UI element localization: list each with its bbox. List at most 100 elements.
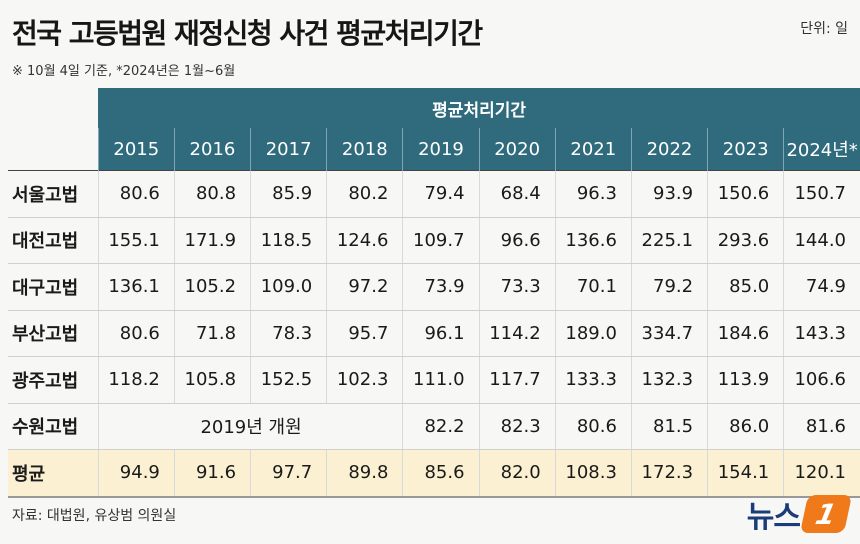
processing-time-table: 평균처리기간 2015 2016 2017 2018 2019 2020 2021 2022 2… xyxy=(8,88,860,498)
value-cell: 143.3 xyxy=(783,310,860,357)
value-cell: 80.6 xyxy=(554,403,632,450)
value-cell: 105.2 xyxy=(173,263,251,311)
value-cell: 91.6 xyxy=(173,449,251,498)
value-cell: 124.6 xyxy=(326,217,403,264)
year-header: 2015 xyxy=(97,128,175,171)
court-name: 대구고법 xyxy=(8,263,99,311)
value-cell: 106.6 xyxy=(783,356,860,404)
year-header: 2024년* xyxy=(783,128,860,171)
value-cell: 109.7 xyxy=(402,217,480,264)
year-header: 2018 xyxy=(326,128,403,171)
value-cell: 73.9 xyxy=(402,263,480,311)
footnote: ※ 10월 4일 기준, *2024년은 1월~6월 xyxy=(12,64,236,79)
value-cell: 82.3 xyxy=(478,403,556,450)
header-blank xyxy=(8,128,98,171)
court-name: 서울고법 xyxy=(8,170,99,218)
value-cell: 154.1 xyxy=(707,449,784,498)
value-cell: 81.6 xyxy=(783,403,860,450)
value-cell: 95.7 xyxy=(326,310,403,357)
source-note: 자료: 대법원, 유상범 의원실 xyxy=(12,508,177,524)
value-cell: 136.1 xyxy=(97,263,175,311)
value-cell: 78.3 xyxy=(250,310,327,357)
court-name: 대전고법 xyxy=(8,217,99,264)
year-header: 2019 xyxy=(402,128,480,171)
merged-note-cell: 2019년 개원 xyxy=(97,403,403,450)
value-cell: 80.6 xyxy=(97,310,175,357)
year-header: 2021 xyxy=(554,128,632,171)
value-cell: 150.6 xyxy=(707,170,784,218)
unit-label: 단위: 일 xyxy=(800,21,848,37)
value-cell: 225.1 xyxy=(630,217,708,264)
value-cell: 334.7 xyxy=(630,310,708,357)
value-cell: 111.0 xyxy=(402,356,480,404)
value-cell: 80.6 xyxy=(97,170,175,218)
value-cell: 133.3 xyxy=(554,356,632,404)
group-header: 평균처리기간 xyxy=(98,88,860,128)
value-cell: 68.4 xyxy=(478,170,556,218)
value-cell: 85.0 xyxy=(707,263,784,311)
value-cell: 152.5 xyxy=(250,356,327,404)
value-cell: 189.0 xyxy=(554,310,632,357)
court-name: 평균 xyxy=(8,449,99,498)
value-cell: 93.9 xyxy=(630,170,708,218)
value-cell: 80.8 xyxy=(173,170,251,218)
value-cell: 293.6 xyxy=(707,217,784,264)
table-row: 서울고법 80.6 80.8 85.9 80.2 79.4 68.4 96.3 93.9 150.… xyxy=(8,170,860,218)
value-cell: 96.6 xyxy=(478,217,556,264)
value-cell: 136.6 xyxy=(554,217,632,264)
value-cell: 120.1 xyxy=(783,449,860,498)
value-cell: 79.2 xyxy=(630,263,708,311)
value-cell: 85.9 xyxy=(250,170,327,218)
value-cell: 171.9 xyxy=(173,217,251,264)
value-cell: 71.8 xyxy=(173,310,251,357)
table-row: 광주고법 118.2 105.8 152.5 102.3 111.0 117.7 133.3 1… xyxy=(8,356,860,404)
value-cell: 82.0 xyxy=(478,449,556,498)
year-header: 2023 xyxy=(707,128,784,171)
value-cell: 132.3 xyxy=(630,356,708,404)
value-cell: 155.1 xyxy=(97,217,175,264)
page-title: 전국 고등법원 재정신청 사건 평균처리기간 xyxy=(12,17,483,50)
value-cell: 172.3 xyxy=(630,449,708,498)
value-cell: 80.2 xyxy=(326,170,403,218)
table-row: 부산고법 80.6 71.8 78.3 95.7 96.1 114.2 189.0 334.7 1… xyxy=(8,310,860,357)
value-cell: 105.8 xyxy=(173,356,251,404)
value-cell: 96.1 xyxy=(402,310,480,357)
value-cell: 82.2 xyxy=(402,403,480,450)
court-name: 부산고법 xyxy=(8,310,99,357)
year-header: 2022 xyxy=(630,128,708,171)
year-header: 2017 xyxy=(250,128,327,171)
value-cell: 144.0 xyxy=(783,217,860,264)
value-cell: 94.9 xyxy=(97,449,175,498)
value-cell: 85.6 xyxy=(402,449,480,498)
table-row: 대전고법 155.1 171.9 118.5 124.6 109.7 96.6 136.6 22… xyxy=(8,217,860,264)
table-row: 수원고법 2019년 개원 82.2 82.3 80.6 81.5 86.0 81.6 xyxy=(8,403,860,450)
value-cell: 118.2 xyxy=(97,356,175,404)
table-row: 평균 94.9 91.6 97.7 89.8 85.6 82.0 108.3 172.3 154.… xyxy=(8,449,860,498)
value-cell: 70.1 xyxy=(554,263,632,311)
value-cell: 97.2 xyxy=(326,263,403,311)
value-cell: 150.7 xyxy=(783,170,860,218)
value-cell: 109.0 xyxy=(250,263,327,311)
header-blank xyxy=(8,88,98,128)
value-cell: 113.9 xyxy=(707,356,784,404)
value-cell: 74.9 xyxy=(783,263,860,311)
value-cell: 89.8 xyxy=(326,449,403,498)
value-cell: 184.6 xyxy=(707,310,784,357)
value-cell: 114.2 xyxy=(478,310,556,357)
value-cell: 81.5 xyxy=(630,403,708,450)
value-cell: 97.7 xyxy=(250,449,327,498)
value-cell: 117.7 xyxy=(478,356,556,404)
court-name: 수원고법 xyxy=(8,403,99,450)
value-cell: 102.3 xyxy=(326,356,403,404)
value-cell: 79.4 xyxy=(402,170,480,218)
year-header: 2020 xyxy=(478,128,556,171)
news1-logo: 뉴스 1 xyxy=(746,492,853,536)
court-name: 광주고법 xyxy=(8,356,99,404)
value-cell: 86.0 xyxy=(707,403,784,450)
value-cell: 73.3 xyxy=(478,263,556,311)
value-cell: 96.3 xyxy=(554,170,632,218)
logo-text: 뉴스 xyxy=(746,500,801,535)
logo-mark-icon: 1 xyxy=(799,495,853,533)
year-header: 2016 xyxy=(173,128,251,171)
value-cell: 118.5 xyxy=(250,217,327,264)
